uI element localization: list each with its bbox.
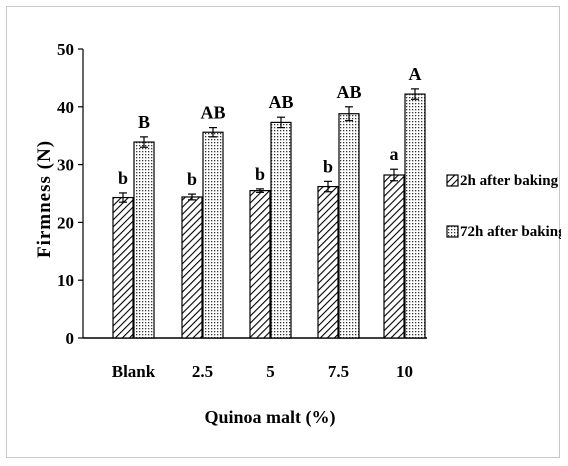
y-tick-label: 40 (57, 98, 74, 117)
y-axis: 0 10 20 30 40 50 (57, 40, 84, 348)
significance-label-2h: b (187, 169, 197, 189)
significance-label-72h: AB (336, 82, 361, 102)
bar-2h (112, 196, 134, 339)
bar-2h (181, 196, 203, 339)
significance-label-2h: b (255, 164, 265, 184)
y-tick-label: 0 (66, 329, 75, 348)
bar-2h (249, 190, 271, 339)
x-tick-label: 10 (396, 362, 413, 381)
significance-label-72h: AB (200, 103, 225, 123)
y-tick-label: 30 (57, 156, 74, 175)
x-axis-label: Quinoa malt (%) (204, 407, 335, 428)
legend-swatch-72h (446, 225, 459, 238)
bar-72h (270, 121, 292, 339)
significance-label-72h: AB (268, 92, 293, 112)
bar-72h (133, 141, 155, 339)
y-axis-label: Firmness (N) (34, 140, 55, 258)
bars: b Bb AB b AB b AB a A (112, 64, 426, 339)
bar-72h (202, 131, 224, 339)
bar-chart: 0 10 20 30 40 50 Blank 2.5 5 7.5 10 b Bb AB b AB b AB a A… (34, 40, 561, 428)
significance-label-2h: b (323, 156, 333, 176)
x-tick-label: 2.5 (192, 362, 213, 381)
bar-2h (383, 174, 405, 339)
legend-label-2h: 2h after baking (460, 173, 559, 189)
significance-label-2h: b (118, 168, 128, 188)
y-tick-label: 50 (57, 40, 74, 59)
legend-swatch-2h (446, 174, 459, 187)
bar-2h (317, 185, 339, 339)
bar-72h (404, 93, 426, 339)
y-tick-label: 10 (57, 271, 74, 290)
x-tick-label: 7.5 (328, 362, 349, 381)
significance-label-72h: A (409, 64, 422, 84)
x-tick-label: 5 (266, 362, 275, 381)
x-tick-label: Blank (112, 362, 156, 381)
significance-label-2h: a (390, 144, 399, 164)
y-tick-label: 20 (57, 213, 74, 232)
significance-label-72h: B (138, 112, 150, 132)
x-axis: Blank 2.5 5 7.5 10 (83, 337, 427, 381)
bar-72h (338, 113, 360, 339)
legend: 2h after baking 72h after baking (446, 173, 561, 240)
legend-label-72h: 72h after baking (460, 224, 561, 240)
